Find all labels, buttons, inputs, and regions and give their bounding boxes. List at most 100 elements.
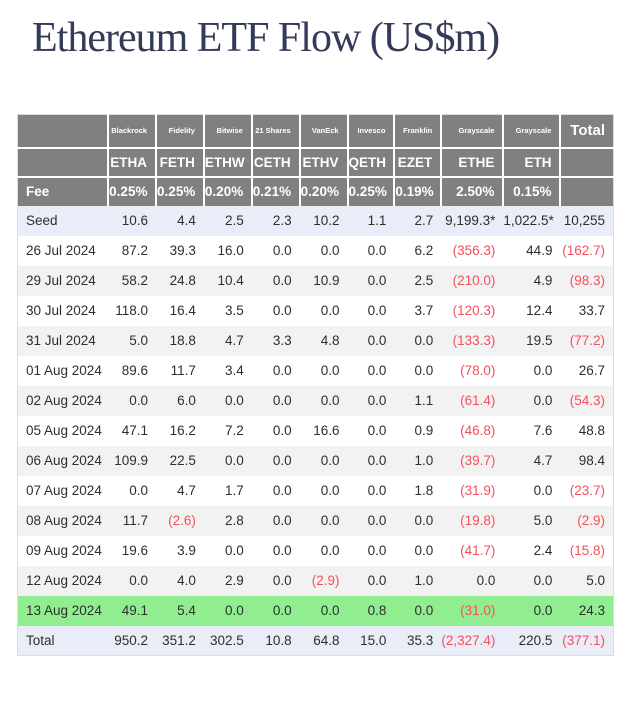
table-row: 09 Aug 2024 19.6 3.9 0.0 0.0 0.0 0.0 0.0 (41.7) 2… (17, 535, 614, 566)
value-cell: 10.6 (121, 213, 149, 228)
value-cell: 1.0 (414, 453, 434, 468)
value-cell: 0.0 (225, 453, 244, 468)
value-cell: 0.0 (272, 603, 292, 618)
header-ticker-cell: ETHW (203, 147, 253, 178)
value-cell: 0.0 (272, 513, 292, 528)
row-label: 26 Jul 2024 (26, 243, 96, 258)
header-fee-cell: 0.19% (394, 176, 443, 206)
table-row: 01 Aug 2024 89.6 11.7 3.4 0.0 0.0 0.0 0.0 (78.0)… (17, 355, 614, 386)
header-issuer-cell: Total (560, 114, 614, 149)
value-cell: 118.0 (115, 303, 149, 318)
value-cell: (54.3) (569, 393, 605, 408)
value-cell: 9,199.3* (445, 213, 496, 228)
header-issuer-row: Blackrock Fidelity Bitwise 21 Shares VanEck I… (17, 114, 614, 149)
value-cell: (15.8) (569, 543, 605, 558)
value-cell: 7.6 (533, 423, 553, 438)
header-issuer-cell: Fidelity (156, 114, 205, 149)
header-fee-cell: 0.20% (203, 176, 253, 206)
table-row: 30 Jul 2024 118.0 16.4 3.5 0.0 0.0 0.0 3.7 (120.… (17, 295, 614, 326)
value-cell: 0.0 (533, 393, 553, 408)
value-cell: 4.7 (177, 483, 196, 498)
value-cell: (46.8) (460, 423, 496, 438)
value-cell: 0.0 (533, 483, 553, 498)
header-ticker-cell (17, 147, 110, 178)
header-fee-row: Fee 0.25% 0.25% 0.20% 0.21% 0.20% 0.25% 0.19% 2.… (17, 176, 614, 206)
header-ticker-cell: QETH (347, 147, 396, 178)
value-cell: 1.8 (414, 483, 434, 498)
row-label: 01 Aug 2024 (26, 363, 102, 378)
value-cell: 5.0 (586, 573, 605, 588)
header-issuer-cell: Franklin (394, 114, 443, 149)
value-cell: 89.6 (121, 363, 149, 378)
value-cell: 0.0 (272, 573, 292, 588)
value-cell: 6.0 (177, 393, 196, 408)
value-cell: 47.1 (121, 423, 149, 438)
table-row: 12 Aug 2024 0.0 4.0 2.9 0.0 (2.9) 0.0 1.0 0.0 0.0… (17, 565, 614, 596)
value-cell: 3.3 (272, 333, 292, 348)
value-cell: 109.9 (114, 453, 149, 468)
value-cell: 10.2 (313, 213, 340, 228)
header-fee-cell: 0.25% (156, 176, 205, 206)
value-cell: 64.8 (313, 632, 340, 648)
value-cell: 0.0 (272, 393, 292, 408)
table-row: Seed 10.6 4.4 2.5 2.3 10.2 1.1 2.7 9,199.3* 1,022… (17, 205, 614, 236)
table-row: 07 Aug 2024 0.0 4.7 1.7 0.0 0.0 0.0 1.8 (31.9) 0.… (17, 475, 614, 506)
value-cell: 0.0 (533, 573, 553, 588)
value-cell: 0.0 (320, 243, 340, 258)
header-issuer-cell: VanEck (299, 114, 349, 149)
value-cell: 49.1 (121, 603, 149, 618)
value-cell: 0.0 (129, 393, 149, 408)
value-cell: (61.4) (460, 393, 496, 408)
value-cell: 16.2 (169, 423, 196, 438)
value-cell: 87.2 (121, 243, 149, 258)
value-cell: 0.0 (272, 423, 292, 438)
value-cell: 0.0 (272, 483, 292, 498)
table-row: 08 Aug 2024 11.7 (2.6) 2.8 0.0 0.0 0.0 0.0 (19.8… (17, 505, 614, 536)
value-cell: 48.8 (578, 423, 605, 438)
value-cell: 0.0 (367, 333, 387, 348)
value-cell: 0.0 (272, 273, 292, 288)
value-cell: 0.0 (414, 543, 434, 558)
value-cell: 19.5 (526, 333, 553, 348)
value-cell: 351.2 (162, 632, 196, 648)
value-cell: 39.3 (169, 243, 196, 258)
row-label: 06 Aug 2024 (26, 453, 102, 468)
value-cell: 58.2 (121, 273, 149, 288)
row-label: Total (26, 632, 55, 648)
value-cell: 22.5 (169, 453, 196, 468)
value-cell: 2.8 (225, 513, 244, 528)
value-cell: 302.5 (210, 632, 244, 648)
value-cell: 0.9 (414, 423, 434, 438)
row-label: 08 Aug 2024 (26, 513, 102, 528)
table-body: Seed 10.6 4.4 2.5 2.3 10.2 1.1 2.7 9,199.3* 1,022… (17, 205, 614, 656)
value-cell: 0.0 (320, 393, 340, 408)
value-cell: 0.0 (414, 333, 434, 348)
value-cell: 3.5 (225, 303, 244, 318)
value-cell: 0.0 (320, 603, 340, 618)
value-cell: 4.9 (533, 273, 553, 288)
value-cell: (23.7) (569, 483, 605, 498)
header-issuer-cell: 21 Shares (251, 114, 301, 149)
table-row: 29 Jul 2024 58.2 24.8 10.4 0.0 10.9 0.0 2.5 (210… (17, 265, 614, 296)
header-fee-cell (560, 176, 614, 206)
header-ticker-cell: EZET (394, 147, 443, 178)
header-issuer-cell: Invesco (347, 114, 396, 149)
header-ticker-cell: ETHE (441, 147, 505, 178)
value-cell: 0.0 (367, 423, 387, 438)
value-cell: (356.3) (452, 243, 496, 258)
value-cell: 1,022.5* (503, 213, 554, 228)
value-cell: (377.1) (562, 632, 605, 648)
value-cell: (31.9) (460, 483, 496, 498)
row-label: 12 Aug 2024 (26, 573, 102, 588)
value-cell: 0.0 (272, 363, 292, 378)
value-cell: 18.8 (169, 333, 196, 348)
value-cell: 16.6 (313, 423, 340, 438)
value-cell: 10,255 (563, 213, 605, 228)
value-cell: 2.5 (225, 213, 244, 228)
value-cell: 0.0 (367, 303, 387, 318)
value-cell: (77.2) (569, 333, 605, 348)
value-cell: 2.4 (533, 543, 553, 558)
value-cell: 0.0 (414, 513, 434, 528)
table-header: Blackrock Fidelity Bitwise 21 Shares VanEck I… (17, 114, 614, 206)
value-cell: 950.2 (114, 632, 149, 648)
